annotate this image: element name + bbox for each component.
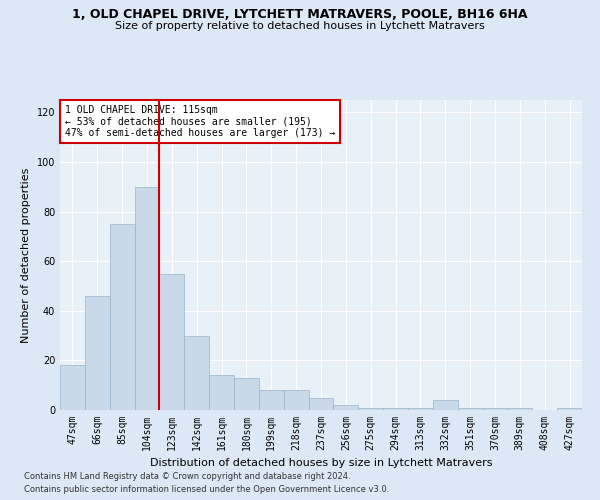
- Text: Distribution of detached houses by size in Lytchett Matravers: Distribution of detached houses by size …: [150, 458, 492, 468]
- Text: 1, OLD CHAPEL DRIVE, LYTCHETT MATRAVERS, POOLE, BH16 6HA: 1, OLD CHAPEL DRIVE, LYTCHETT MATRAVERS,…: [72, 8, 528, 20]
- Text: Contains public sector information licensed under the Open Government Licence v3: Contains public sector information licen…: [24, 485, 389, 494]
- Text: 1 OLD CHAPEL DRIVE: 115sqm
← 53% of detached houses are smaller (195)
47% of sem: 1 OLD CHAPEL DRIVE: 115sqm ← 53% of deta…: [65, 104, 335, 138]
- Bar: [557, 408, 582, 410]
- Bar: [110, 224, 134, 410]
- Bar: [383, 408, 408, 410]
- Bar: [358, 408, 383, 410]
- Bar: [308, 398, 334, 410]
- Bar: [234, 378, 259, 410]
- Bar: [408, 408, 433, 410]
- Y-axis label: Number of detached properties: Number of detached properties: [21, 168, 31, 342]
- Bar: [184, 336, 209, 410]
- Bar: [482, 408, 508, 410]
- Bar: [209, 376, 234, 410]
- Bar: [433, 400, 458, 410]
- Bar: [284, 390, 308, 410]
- Bar: [134, 187, 160, 410]
- Bar: [60, 366, 85, 410]
- Bar: [334, 405, 358, 410]
- Text: Size of property relative to detached houses in Lytchett Matravers: Size of property relative to detached ho…: [115, 21, 485, 31]
- Text: Contains HM Land Registry data © Crown copyright and database right 2024.: Contains HM Land Registry data © Crown c…: [24, 472, 350, 481]
- Bar: [458, 408, 482, 410]
- Bar: [160, 274, 184, 410]
- Bar: [259, 390, 284, 410]
- Bar: [508, 408, 532, 410]
- Bar: [85, 296, 110, 410]
